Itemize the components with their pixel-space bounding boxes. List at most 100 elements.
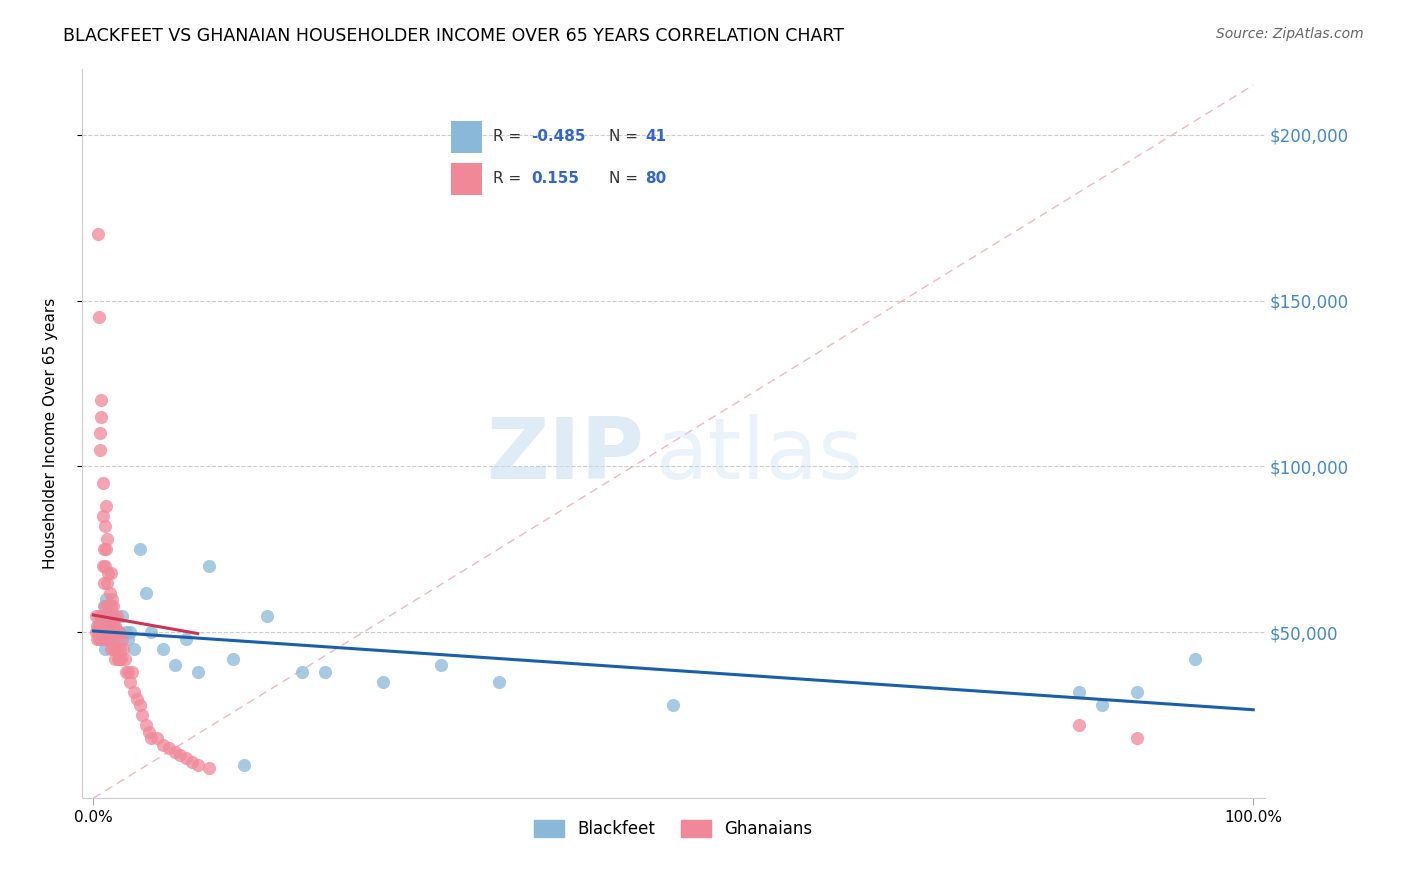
Point bbox=[111, 632, 134, 646]
Point bbox=[100, 641, 122, 656]
Point bbox=[84, 608, 107, 623]
Point bbox=[104, 652, 127, 666]
Point bbox=[163, 745, 186, 759]
Point bbox=[108, 641, 131, 656]
Point bbox=[135, 718, 157, 732]
Point bbox=[174, 632, 197, 646]
Point bbox=[107, 652, 129, 666]
Point bbox=[108, 652, 131, 666]
Point bbox=[94, 559, 117, 574]
Point bbox=[146, 731, 169, 746]
Point bbox=[105, 641, 128, 656]
Point bbox=[101, 618, 124, 632]
Point bbox=[93, 542, 115, 557]
Point bbox=[91, 509, 114, 524]
Point bbox=[94, 592, 117, 607]
Point bbox=[108, 625, 131, 640]
Point bbox=[131, 708, 153, 723]
Point bbox=[94, 500, 117, 514]
Point bbox=[94, 519, 117, 533]
Point bbox=[101, 599, 124, 613]
Point bbox=[98, 618, 121, 632]
Point bbox=[198, 559, 221, 574]
Point bbox=[174, 751, 197, 765]
Point bbox=[256, 608, 278, 623]
Point bbox=[138, 724, 160, 739]
Point bbox=[97, 632, 120, 646]
Point bbox=[662, 698, 685, 713]
Point bbox=[1184, 652, 1206, 666]
Point bbox=[1069, 718, 1091, 732]
Point bbox=[100, 566, 122, 580]
Point bbox=[122, 641, 145, 656]
Point bbox=[96, 618, 118, 632]
Point bbox=[1126, 685, 1149, 699]
Point bbox=[90, 393, 112, 408]
Point bbox=[122, 685, 145, 699]
Point bbox=[93, 575, 115, 590]
Point bbox=[96, 618, 118, 632]
Point bbox=[107, 625, 129, 640]
Point bbox=[111, 608, 134, 623]
Text: atlas: atlas bbox=[655, 414, 863, 497]
Text: ZIP: ZIP bbox=[486, 414, 644, 497]
Y-axis label: Householder Income Over 65 years: Householder Income Over 65 years bbox=[44, 298, 58, 569]
Point bbox=[97, 599, 120, 613]
Point bbox=[108, 625, 131, 640]
Point bbox=[91, 625, 114, 640]
Point bbox=[114, 625, 136, 640]
Point bbox=[117, 665, 139, 679]
Point bbox=[105, 632, 128, 646]
Point bbox=[114, 665, 136, 679]
Point bbox=[114, 652, 136, 666]
Point bbox=[163, 658, 186, 673]
Point bbox=[120, 625, 142, 640]
Point bbox=[1091, 698, 1114, 713]
Point bbox=[91, 625, 114, 640]
Point bbox=[187, 665, 209, 679]
Point bbox=[181, 755, 204, 769]
Point bbox=[89, 608, 111, 623]
Point bbox=[96, 533, 118, 547]
Point bbox=[101, 592, 124, 607]
Point bbox=[141, 625, 163, 640]
Legend: Blackfeet, Ghanaians: Blackfeet, Ghanaians bbox=[527, 813, 818, 845]
Point bbox=[98, 632, 121, 646]
Point bbox=[198, 761, 221, 775]
Point bbox=[97, 608, 120, 623]
Point bbox=[94, 632, 117, 646]
Point bbox=[101, 632, 124, 646]
Point bbox=[135, 585, 157, 599]
Point bbox=[105, 608, 128, 623]
Point bbox=[98, 585, 121, 599]
Point bbox=[141, 731, 163, 746]
Point bbox=[121, 665, 143, 679]
Point bbox=[110, 652, 132, 666]
Point bbox=[120, 675, 142, 690]
Point bbox=[94, 641, 117, 656]
Point bbox=[103, 608, 125, 623]
Point bbox=[103, 618, 125, 632]
Point bbox=[89, 632, 111, 646]
Text: BLACKFEET VS GHANAIAN HOUSEHOLDER INCOME OVER 65 YEARS CORRELATION CHART: BLACKFEET VS GHANAIAN HOUSEHOLDER INCOME… bbox=[63, 27, 844, 45]
Point bbox=[87, 227, 110, 242]
Point bbox=[112, 641, 135, 656]
Point bbox=[86, 618, 108, 632]
Point bbox=[93, 599, 115, 613]
Point bbox=[97, 566, 120, 580]
Point bbox=[87, 618, 110, 632]
Point bbox=[94, 599, 117, 613]
Point bbox=[89, 310, 111, 325]
Point bbox=[488, 675, 510, 690]
Point bbox=[127, 691, 149, 706]
Point bbox=[187, 758, 209, 772]
Point bbox=[291, 665, 314, 679]
Point bbox=[233, 758, 256, 772]
Point bbox=[87, 625, 110, 640]
Point bbox=[1069, 685, 1091, 699]
Point bbox=[100, 599, 122, 613]
Point bbox=[128, 542, 150, 557]
Point bbox=[89, 618, 111, 632]
Point bbox=[152, 738, 174, 752]
Text: Source: ZipAtlas.com: Source: ZipAtlas.com bbox=[1216, 27, 1364, 41]
